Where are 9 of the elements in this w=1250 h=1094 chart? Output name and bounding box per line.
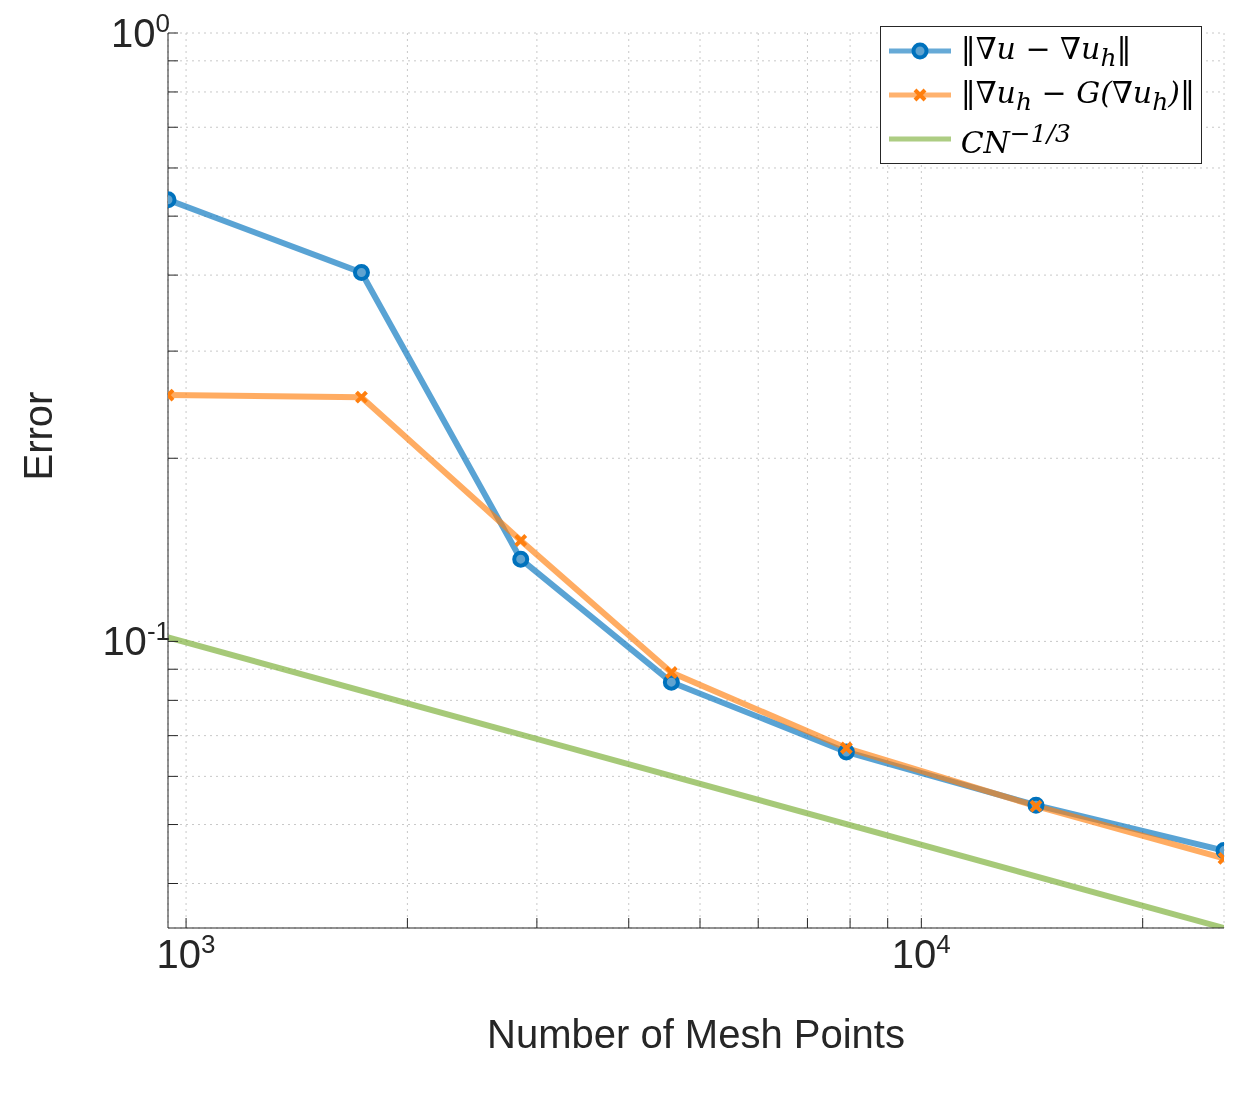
legend-label: ‖∇u$_{h}$ − G(∇u$_{h}$)‖: [960, 74, 1195, 116]
y-tick-label: 10$^{0}$: [111, 8, 170, 55]
legend-label: CN$^{−1/3}$: [960, 118, 1072, 160]
y-tick-label: 10$^{-1}$: [102, 616, 170, 664]
x-tick-label: 10$^{4}$: [891, 929, 951, 976]
x-axis-title: Number of Mesh Points: [487, 1012, 905, 1056]
y-axis-title: Error: [16, 391, 61, 481]
x-tick-label: 10$^{3}$: [156, 929, 216, 976]
legend-label: ‖∇u − ∇u$_{h}$‖: [960, 30, 1132, 72]
